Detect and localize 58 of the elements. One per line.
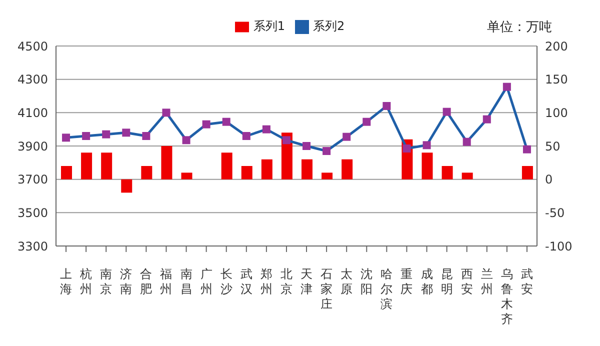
x-tick-label: 沈阳 (360, 267, 373, 296)
bar (422, 152, 433, 180)
y2-tick-label: -50 (545, 206, 565, 220)
bar (322, 172, 333, 180)
y2-tick-label: 50 (545, 139, 560, 154)
y-tick-label: 4100 (17, 106, 48, 120)
bar (141, 166, 152, 180)
x-tick-label: 太原 (340, 267, 353, 296)
bar (121, 179, 132, 193)
x-tick-label: 武汉 (240, 267, 252, 296)
bar (342, 159, 353, 180)
y2-tick-label: 100 (545, 106, 568, 120)
x-tick-label: 西安 (460, 267, 473, 296)
x-tick-label: 南昌 (180, 267, 192, 296)
y-tick-label: 3700 (17, 172, 48, 187)
x-tick-label: 成都 (420, 267, 433, 296)
x-tick-label: 杭州 (79, 267, 92, 296)
bar (261, 159, 272, 180)
x-tick-label: 兰州 (480, 267, 493, 296)
y2-tick-label: 200 (545, 39, 568, 54)
x-tick-label: 昆明 (440, 267, 453, 296)
bar (61, 166, 72, 180)
y-tick-label: 3900 (17, 139, 48, 154)
bar (522, 166, 533, 180)
bar (181, 172, 192, 180)
y-tick-label: 4300 (17, 72, 48, 87)
legend-label: 系列1 (253, 19, 285, 33)
bar (81, 152, 92, 180)
x-tick-label: 重庆 (400, 267, 413, 296)
bar (221, 152, 232, 180)
y-tick-label: 3300 (17, 239, 48, 254)
x-tick-label: 石家庄 (320, 267, 333, 311)
y-tick-label: 3500 (17, 206, 48, 220)
x-tick-label: 北京 (280, 267, 292, 296)
bar (442, 166, 453, 180)
bar (101, 152, 112, 180)
bar (462, 172, 473, 180)
x-tick-label: 长沙 (220, 267, 232, 296)
y-tick-label: 4500 (17, 39, 48, 54)
x-tick-label: 南京 (100, 267, 112, 296)
x-tick-label: 广州 (200, 267, 212, 296)
x-tick-label: 济南 (120, 267, 132, 296)
x-tick-label: 上海 (60, 267, 72, 296)
bar (241, 166, 252, 180)
bar (302, 159, 312, 180)
y2-tick-label: 0 (545, 172, 553, 187)
bar (161, 146, 172, 180)
x-tick-label: 天津 (300, 267, 313, 296)
x-tick-label: 郑州 (260, 267, 272, 296)
x-tick-label: 福州 (160, 267, 172, 296)
x-tick-label: 合肥 (140, 267, 152, 296)
x-tick-label: 武安 (520, 267, 533, 296)
legend-label: 系列2 (313, 19, 345, 33)
y2-tick-label: 150 (545, 72, 568, 87)
x-tick-label: 哈尔滨 (380, 267, 393, 311)
text: 单位：万吨 (487, 19, 552, 36)
x-tick-label: 乌鲁木齐 (500, 267, 513, 326)
y2-tick-label: -100 (545, 239, 572, 254)
